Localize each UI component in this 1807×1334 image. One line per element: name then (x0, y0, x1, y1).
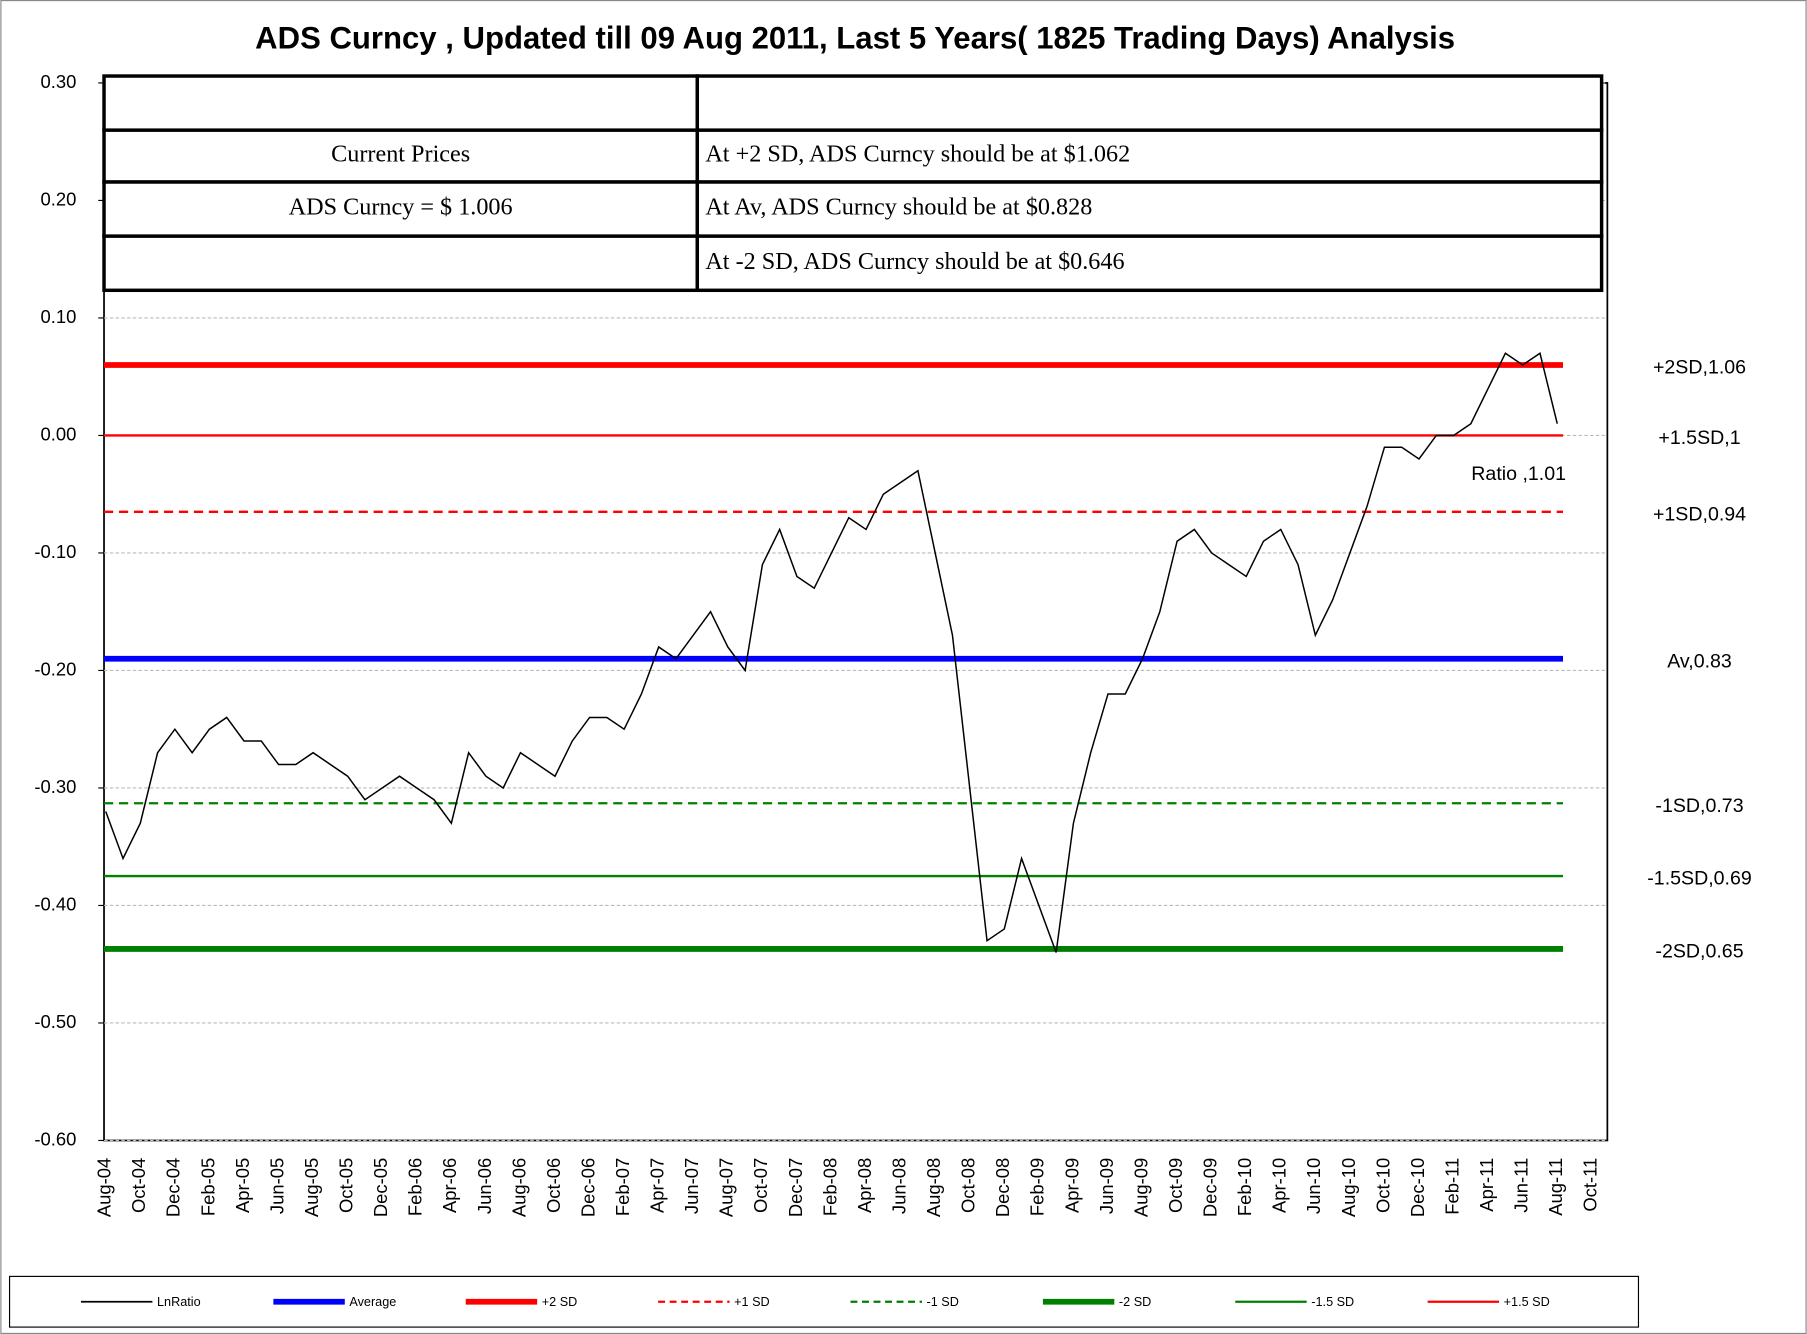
x-tick-label: Dec-06 (577, 1158, 598, 1217)
x-tick-label: Dec-07 (785, 1158, 806, 1217)
x-tick-label: Jun-07 (681, 1158, 702, 1214)
x-tick-label: Apr-06 (439, 1158, 460, 1213)
table-text: At +2 SD, ADS Curncy should be at $1.062 (705, 141, 1130, 168)
chart-title: ADS Curncy , Updated till 09 Aug 2011, L… (255, 21, 1455, 56)
x-tick-label: Oct-04 (128, 1158, 149, 1213)
x-tick-label: Oct-11 (1580, 1158, 1601, 1212)
legend-label: +2 SD (542, 1295, 578, 1309)
x-tick-label: Aug-05 (301, 1158, 322, 1217)
x-tick-label: Aug-11 (1545, 1158, 1566, 1216)
x-tick-label: Apr-09 (1061, 1158, 1082, 1213)
x-tick-label: Oct-06 (543, 1158, 564, 1213)
x-tick-label: Oct-08 (958, 1158, 979, 1213)
reference-label: Av,0.83 (1667, 650, 1732, 672)
y-tick-label: -0.40 (34, 893, 76, 914)
x-tick-label: Oct-05 (336, 1158, 357, 1213)
reference-label: -2SD,0.65 (1655, 941, 1743, 963)
x-tick-label: Aug-09 (1130, 1158, 1151, 1217)
x-tick-label: Apr-11 (1476, 1158, 1497, 1212)
x-tick-label: Aug-04 (94, 1158, 115, 1217)
table-text: At -2 SD, ADS Curncy should be at $0.646 (705, 248, 1124, 275)
x-tick-label: Apr-10 (1269, 1158, 1290, 1213)
x-tick-label: Jun-06 (474, 1158, 495, 1214)
y-tick-label: 0.10 (41, 306, 77, 327)
x-tick-label: Dec-05 (370, 1158, 391, 1217)
x-tick-label: Dec-08 (992, 1158, 1013, 1217)
x-tick-label: Dec-09 (1200, 1158, 1221, 1217)
table-cell (695, 128, 1604, 184)
table-cell (102, 128, 700, 184)
table-cell (695, 234, 1604, 293)
legend-label: -2 SD (1119, 1295, 1151, 1309)
legend-box (8, 1275, 1640, 1328)
x-tick-label: Oct-09 (1165, 1158, 1186, 1213)
x-tick-label: Oct-10 (1372, 1158, 1393, 1213)
reference-label: +1SD,0.94 (1653, 503, 1746, 525)
x-tick-label: Apr-08 (854, 1158, 875, 1213)
x-tick-label: Jun-10 (1303, 1158, 1324, 1214)
reference-label: +1.5SD,1 (1658, 427, 1740, 449)
x-tick-label: Aug-06 (508, 1158, 529, 1217)
x-tick-label: Jun-11 (1511, 1158, 1532, 1213)
x-tick-label: Apr-05 (232, 1158, 253, 1213)
table-cell (695, 180, 1604, 238)
table-text: Current Prices (331, 141, 470, 168)
x-tick-label: Feb-07 (612, 1158, 633, 1216)
x-tick-label: Jun-08 (888, 1158, 909, 1214)
y-tick-label: -0.50 (34, 1011, 76, 1032)
legend-label: LnRatio (157, 1295, 201, 1309)
x-tick-label: Feb-08 (819, 1158, 840, 1216)
x-tick-label: Feb-05 (197, 1158, 218, 1216)
table-cell (102, 234, 700, 293)
x-tick-label: Aug-08 (923, 1158, 944, 1217)
y-tick-label: -0.60 (34, 1128, 76, 1149)
reference-label: -1SD,0.73 (1655, 795, 1743, 817)
legend-label: +1.5 SD (1504, 1295, 1550, 1309)
table-cell (695, 74, 1604, 132)
legend-label: -1.5 SD (1311, 1295, 1354, 1309)
legend-label: -1 SD (927, 1295, 959, 1309)
x-tick-label: Jun-05 (266, 1158, 287, 1214)
x-tick-label: Oct-07 (750, 1158, 771, 1213)
legend-label: +1 SD (734, 1295, 770, 1309)
table-text: ADS Curncy = $ 1.006 (289, 194, 513, 221)
series-line (105, 351, 1558, 953)
x-tick-label: Feb-09 (1027, 1158, 1048, 1216)
x-tick-label: Dec-10 (1407, 1158, 1428, 1217)
x-tick-label: Apr-07 (647, 1158, 668, 1213)
annotation: Ratio ,1.01 (1471, 463, 1566, 485)
x-tick-label: Feb-10 (1234, 1158, 1255, 1216)
x-tick-label: Aug-07 (716, 1158, 737, 1217)
legend-label: Average (349, 1295, 396, 1309)
reference-label: -1.5SD,0.69 (1647, 868, 1751, 890)
x-tick-label: Feb-06 (405, 1158, 426, 1216)
y-tick-label: 0.30 (41, 71, 77, 92)
y-tick-label: -0.20 (34, 658, 76, 679)
table-text: At Av, ADS Curncy should be at $0.828 (705, 194, 1092, 221)
y-tick-label: -0.30 (34, 776, 76, 797)
y-tick-label: -0.10 (34, 541, 76, 562)
x-tick-label: Jun-09 (1096, 1158, 1117, 1214)
x-tick-label: Aug-10 (1338, 1158, 1359, 1217)
y-tick-label: 0.00 (41, 423, 77, 444)
reference-label: +2SD,1.06 (1653, 357, 1746, 379)
y-tick-label: 0.20 (41, 188, 77, 209)
table-cell (102, 74, 700, 132)
x-tick-label: Feb-11 (1441, 1158, 1462, 1215)
x-tick-label: Dec-04 (163, 1158, 184, 1217)
